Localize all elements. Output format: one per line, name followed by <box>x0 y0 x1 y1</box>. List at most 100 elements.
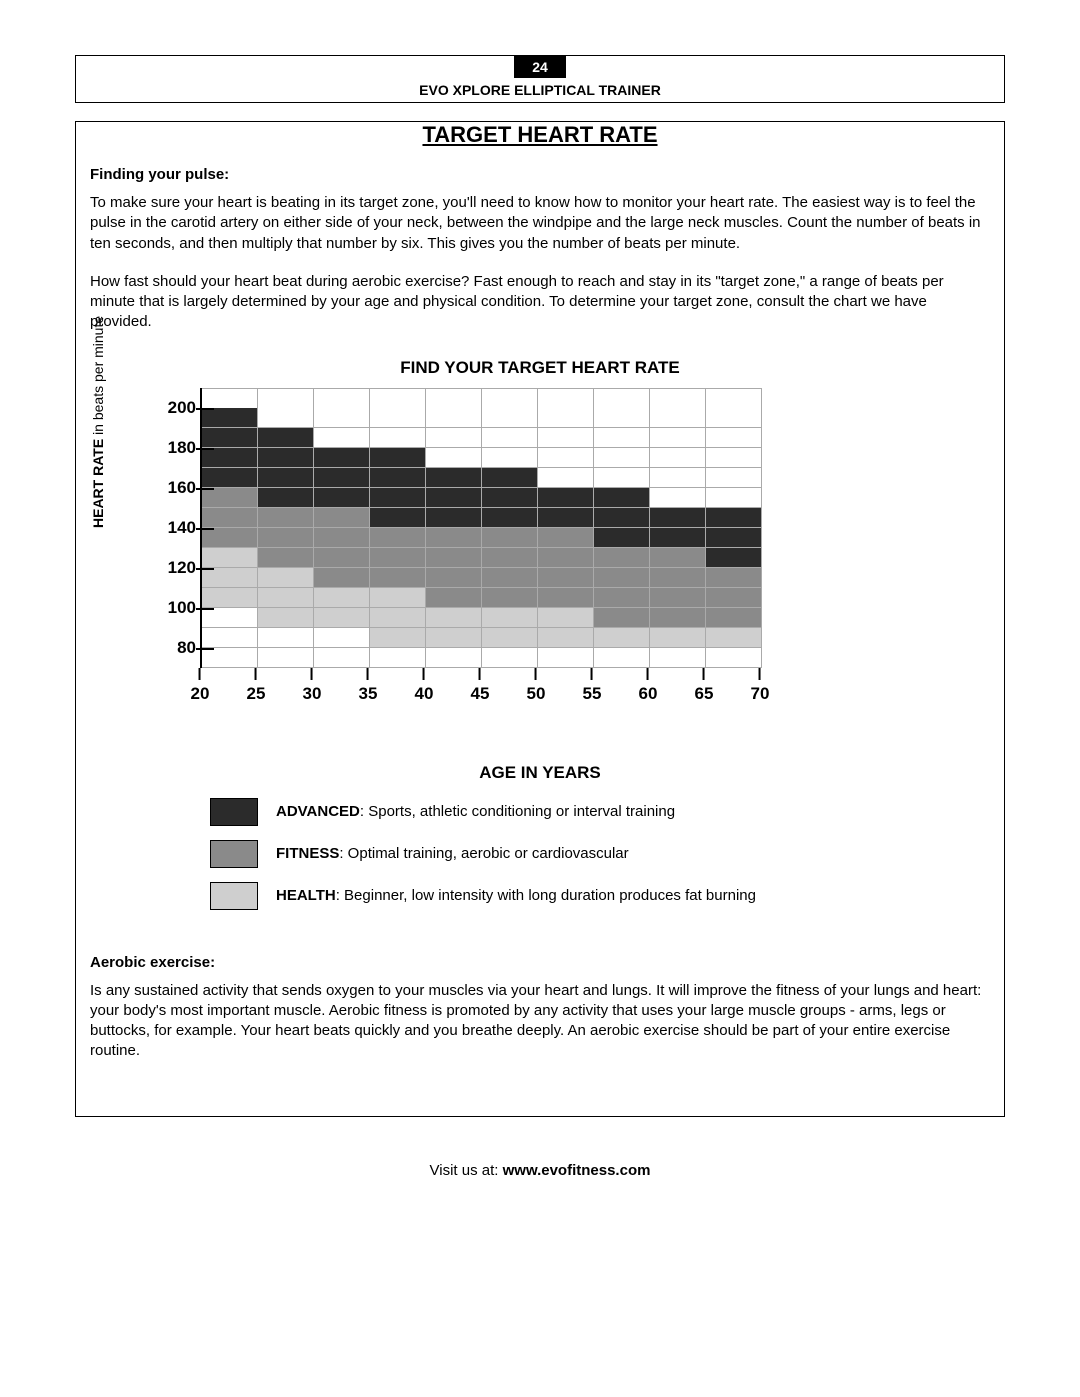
chart-cell <box>650 468 706 488</box>
x-tick: 60 <box>639 668 658 704</box>
y-tick: 200 <box>136 398 202 418</box>
chart-cell <box>202 628 258 648</box>
footer-url: www.evofitness.com <box>503 1162 651 1179</box>
page-footer: Visit us at: www.evofitness.com <box>75 1162 1005 1179</box>
chart-cell <box>706 468 762 488</box>
y-axis-label: HEART RATE in beats per minute <box>90 315 106 527</box>
chart-cell <box>706 608 762 628</box>
chart-cell <box>482 408 538 428</box>
chart-cell <box>482 568 538 588</box>
chart-cell <box>594 448 650 468</box>
chart-cell <box>202 448 258 468</box>
x-tick: 65 <box>695 668 714 704</box>
y-tick: 160 <box>136 478 202 498</box>
y-axis-label-bold: HEART RATE <box>90 438 106 527</box>
chart-cell <box>370 608 426 628</box>
chart-cell <box>650 588 706 608</box>
chart-cell <box>370 648 426 668</box>
chart-cell <box>258 448 314 468</box>
chart-cell <box>202 568 258 588</box>
content-box: TARGET HEART RATE Finding your pulse: To… <box>75 121 1005 1117</box>
chart-cell <box>538 588 594 608</box>
chart-cell <box>482 628 538 648</box>
chart-cell <box>426 568 482 588</box>
chart-cell <box>314 528 370 548</box>
chart-cell <box>706 628 762 648</box>
chart-cell <box>482 528 538 548</box>
chart-cell <box>202 508 258 528</box>
chart-cell <box>370 468 426 488</box>
chart-cell <box>538 508 594 528</box>
x-tick: 45 <box>471 668 490 704</box>
chart-cell <box>538 408 594 428</box>
chart-cell <box>314 408 370 428</box>
chart-cell <box>426 648 482 668</box>
chart-cell <box>706 568 762 588</box>
x-tick: 25 <box>247 668 266 704</box>
y-tick: 120 <box>136 558 202 578</box>
chart-cell <box>258 468 314 488</box>
chart-cell <box>650 389 706 409</box>
chart-cell <box>258 428 314 448</box>
document-page: 24 EVO XPLORE ELLIPTICAL TRAINER TARGET … <box>0 0 1080 1397</box>
finding-pulse-p2: How fast should your heart beat during a… <box>90 272 990 333</box>
y-tick: 100 <box>136 598 202 618</box>
x-axis-ticks: 2025303540455055606570 <box>200 668 760 708</box>
chart-cell <box>314 628 370 648</box>
chart-cell <box>314 648 370 668</box>
legend-text: FITNESS: Optimal training, aerobic or ca… <box>276 845 629 862</box>
chart-cell <box>482 588 538 608</box>
chart-cell <box>482 448 538 468</box>
chart-cell <box>202 488 258 508</box>
chart-cell <box>370 528 426 548</box>
chart-cell <box>594 648 650 668</box>
chart-cell <box>202 468 258 488</box>
chart-cell <box>706 528 762 548</box>
chart-cell <box>258 588 314 608</box>
chart-cell <box>650 548 706 568</box>
chart-cell <box>258 628 314 648</box>
chart-cell <box>706 648 762 668</box>
chart-cell <box>706 548 762 568</box>
chart-cell <box>706 508 762 528</box>
chart-cell <box>538 528 594 548</box>
chart-cell <box>594 428 650 448</box>
chart-cell <box>594 548 650 568</box>
chart-cell <box>258 608 314 628</box>
chart-cell <box>370 508 426 528</box>
chart-cell <box>202 408 258 428</box>
chart-cell <box>314 568 370 588</box>
chart-cell <box>314 508 370 528</box>
chart-cell <box>258 488 314 508</box>
chart-cell <box>538 568 594 588</box>
chart-cell <box>426 408 482 428</box>
y-tick: 80 <box>136 638 202 658</box>
legend-swatch <box>210 798 258 826</box>
chart-cell <box>482 608 538 628</box>
chart-cell <box>426 508 482 528</box>
chart-cell <box>594 408 650 428</box>
chart-cell <box>650 628 706 648</box>
chart-cell <box>426 628 482 648</box>
chart-cell <box>706 488 762 508</box>
chart-cell <box>370 408 426 428</box>
finding-pulse-heading: Finding your pulse: <box>90 166 990 183</box>
chart-cell <box>594 588 650 608</box>
chart-cell <box>426 389 482 409</box>
chart-cell <box>202 588 258 608</box>
chart-cell <box>314 548 370 568</box>
chart-cell <box>538 488 594 508</box>
chart-cell <box>258 508 314 528</box>
chart-cell <box>650 488 706 508</box>
aerobic-p1: Is any sustained activity that sends oxy… <box>90 981 990 1062</box>
x-tick: 35 <box>359 668 378 704</box>
chart-cell <box>538 648 594 668</box>
chart-cell <box>594 508 650 528</box>
chart-cell <box>314 488 370 508</box>
chart-cell <box>594 608 650 628</box>
chart-cell <box>202 528 258 548</box>
chart-cell <box>482 488 538 508</box>
chart-cell <box>650 408 706 428</box>
chart-cell <box>370 389 426 409</box>
chart-cell <box>426 588 482 608</box>
